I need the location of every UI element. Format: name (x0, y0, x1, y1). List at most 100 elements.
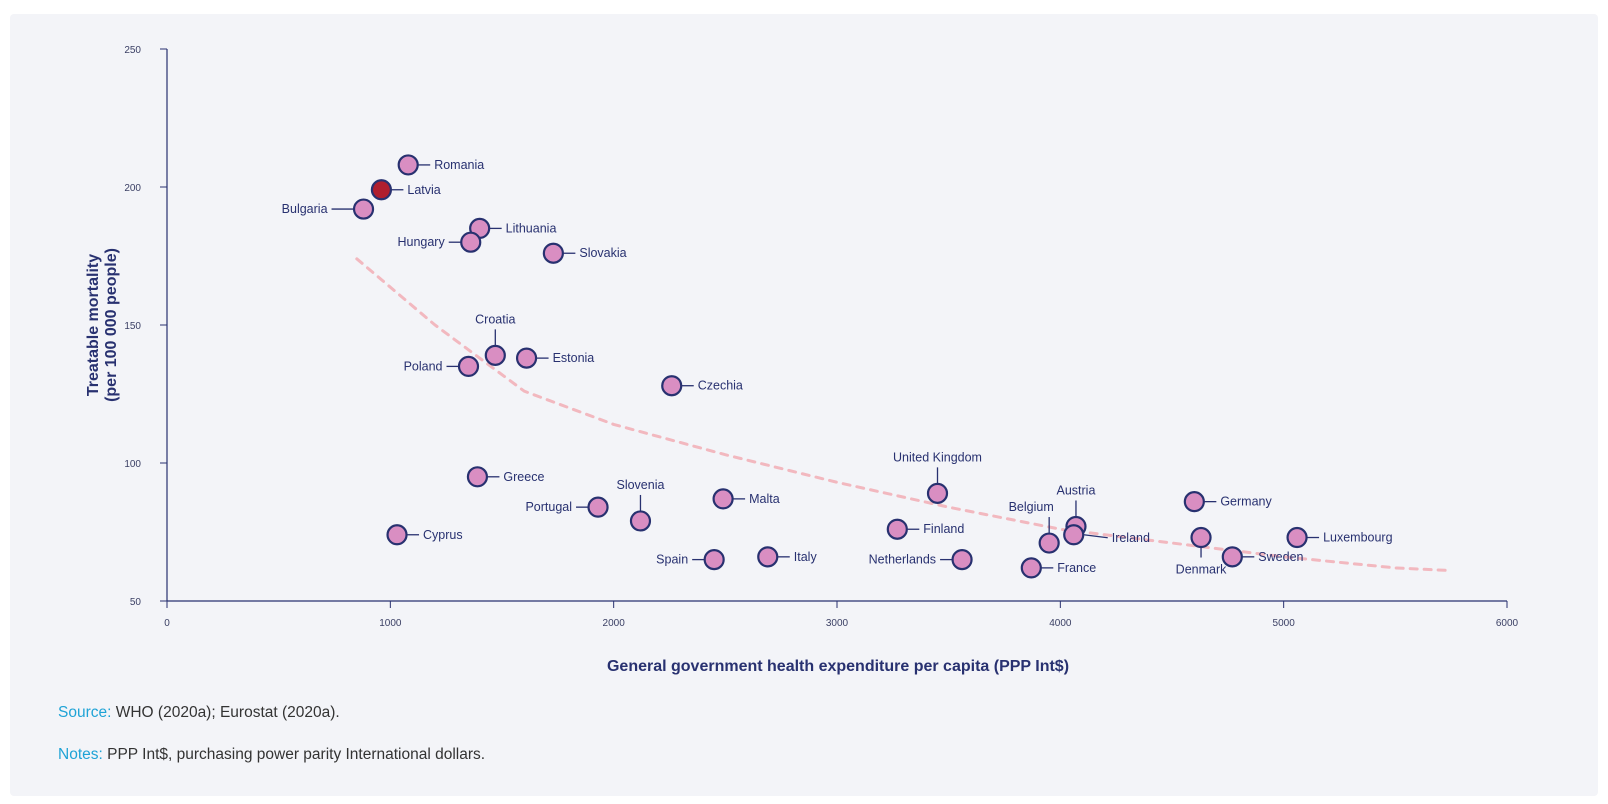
point-group-ireland: Ireland (1063, 524, 1150, 546)
leader-ireland (1083, 534, 1108, 539)
point-belgium (1038, 532, 1060, 554)
point-greece (466, 466, 489, 488)
point-label-france: France (1057, 561, 1096, 575)
point-label-germany: Germany (1220, 495, 1272, 509)
point-slovenia (629, 510, 652, 532)
point-group-greece: Greece (466, 466, 544, 488)
source-key: Source: (58, 704, 112, 721)
point-united-kingdom (926, 482, 949, 504)
point-group-france: France (1020, 557, 1096, 579)
point-netherlands (951, 548, 973, 571)
y-tick-label-100: 100 (124, 459, 141, 470)
y-axis-title-line1: Treatable mortality (85, 254, 102, 396)
point-group-lithuania: Lithuania (469, 217, 557, 239)
point-croatia (484, 344, 506, 366)
point-group-malta: Malta (712, 488, 780, 510)
point-denmark (1190, 526, 1212, 549)
point-label-austria: Austria (1057, 483, 1096, 497)
notes-key: Notes: (58, 746, 103, 763)
point-label-spain: Spain (656, 553, 688, 567)
point-label-czechia: Czechia (698, 379, 743, 393)
point-group-spain: Spain (656, 548, 725, 571)
point-group-slovenia: Slovenia (616, 478, 664, 532)
point-group-portugal: Portugal (525, 496, 609, 518)
x-tick-label-0: 0 (164, 618, 170, 629)
y-tick-label-50: 50 (130, 597, 142, 608)
point-group-sweden: Sweden (1221, 546, 1304, 568)
x-tick-label-1000: 1000 (379, 618, 402, 629)
point-group-cyprus: Cyprus (386, 524, 463, 546)
point-label-lithuania: Lithuania (506, 221, 557, 235)
chart-panel (10, 14, 1598, 796)
point-group-czechia: Czechia (661, 375, 743, 397)
point-estonia (515, 347, 538, 369)
y-axis-title-line2: (per 100 000 people) (103, 248, 120, 402)
point-label-estonia: Estonia (553, 351, 595, 365)
source-note: Source: WHO (2020a); Eurostat (2020a). (58, 704, 340, 722)
point-spain (703, 548, 725, 571)
point-label-poland: Poland (404, 359, 443, 373)
point-group-slovakia: Slovakia (542, 242, 627, 264)
point-group-hungary: Hungary (397, 231, 482, 253)
point-label-slovakia: Slovakia (579, 246, 626, 260)
point-label-cyprus: Cyprus (423, 528, 463, 542)
point-sweden (1221, 546, 1243, 568)
point-group-luxembourg: Luxembourg (1286, 526, 1393, 549)
point-group-bulgaria: Bulgaria (282, 198, 375, 220)
point-group-united-kingdom: United Kingdom (893, 450, 982, 504)
source-text: WHO (2020a); Eurostat (2020a). (115, 704, 340, 721)
x-axis-title: General government health expenditure pe… (607, 658, 1069, 675)
point-malta (712, 488, 734, 510)
point-label-united-kingdom: United Kingdom (893, 450, 982, 464)
point-portugal (587, 496, 609, 518)
x-tick-label-5000: 5000 (1273, 618, 1296, 629)
point-group-netherlands: Netherlands (869, 548, 973, 571)
point-label-slovenia: Slovenia (616, 478, 664, 492)
point-label-bulgaria: Bulgaria (282, 202, 328, 216)
point-france (1020, 557, 1042, 579)
point-group-estonia: Estonia (515, 347, 595, 369)
trend-curve (355, 257, 1453, 573)
point-label-portugal: Portugal (525, 500, 572, 514)
point-label-latvia: Latvia (407, 183, 440, 197)
point-cyprus (386, 524, 408, 546)
point-group-poland: Poland (404, 355, 480, 377)
y-tick-label-250: 250 (124, 45, 141, 56)
axes: 0 1000 2000 3000 4000 5000 6000 50 100 150 200 250 (124, 45, 1518, 629)
point-germany (1183, 491, 1205, 513)
point-label-luxembourg: Luxembourg (1323, 531, 1393, 545)
point-group-finland: Finland (886, 518, 964, 540)
x-tick-label-2000: 2000 (603, 618, 626, 629)
y-tick-label-150: 150 (124, 321, 141, 332)
point-slovakia (542, 242, 564, 264)
point-group-italy: Italy (757, 546, 818, 568)
point-group-denmark: Denmark (1176, 526, 1227, 577)
point-label-ireland: Ireland (1112, 531, 1150, 545)
trend-line (355, 257, 1453, 573)
point-finland (886, 518, 908, 540)
x-tick-label-3000: 3000 (826, 618, 849, 629)
scatter-chart: 0 1000 2000 3000 4000 5000 600050100150200250 … (85, 45, 1519, 675)
point-group-latvia: Latvia (370, 179, 441, 201)
point-label-malta: Malta (749, 492, 780, 506)
point-latvia (370, 179, 392, 201)
data-points: Romania Latvia Bulgaria Lithuania Hungary Slo… (282, 154, 1393, 579)
point-group-romania: Romania (397, 154, 484, 176)
x-tick-label-4000: 4000 (1049, 618, 1072, 629)
x-tick-label-6000: 6000 (1496, 618, 1519, 629)
point-label-belgium: Belgium (1009, 500, 1054, 514)
point-czechia (661, 375, 683, 397)
point-bulgaria (352, 198, 375, 220)
notes-text: PPP Int$, purchasing power parity Intern… (107, 746, 486, 763)
point-label-romania: Romania (434, 158, 484, 172)
point-label-finland: Finland (923, 522, 964, 536)
point-hungary (460, 231, 482, 253)
point-group-germany: Germany (1183, 491, 1272, 513)
point-label-hungary: Hungary (397, 235, 445, 249)
point-label-croatia: Croatia (475, 312, 515, 326)
point-label-denmark: Denmark (1176, 563, 1227, 577)
point-poland (457, 355, 480, 377)
point-group-croatia: Croatia (475, 312, 515, 366)
point-luxembourg (1286, 526, 1308, 549)
point-label-italy: Italy (794, 550, 818, 564)
